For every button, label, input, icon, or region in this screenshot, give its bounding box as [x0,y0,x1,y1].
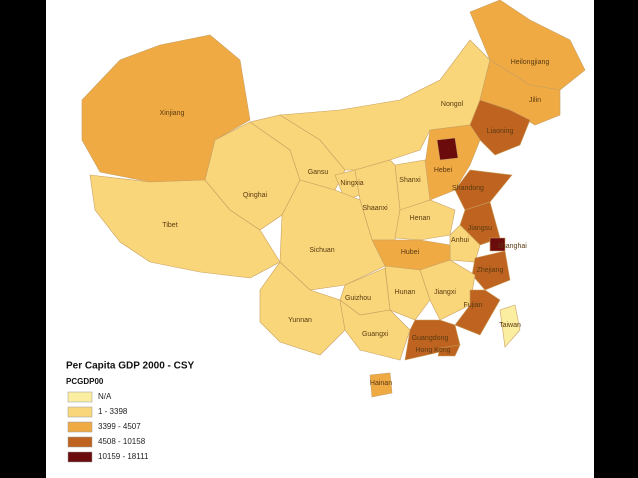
region [454,289,501,336]
region [454,169,513,211]
region-label: Guangxi [362,331,389,338]
region [89,174,281,279]
region-label: Hunan [395,289,416,296]
region-label: Anhui [451,237,469,244]
region-label: Shanxi [399,177,421,184]
region [81,34,251,183]
region-label: Zhejiang [477,267,504,274]
region-label: Shanghai [497,243,527,250]
region [404,319,461,361]
region-label: Hebei [434,167,453,174]
region-label: Hong Kong [415,347,450,354]
legend: N/A 1 - 3398 3399 - 4507 4508 - 10158 10159 … [67,391,149,463]
regions [81,0,586,398]
region-labels: Xinjiang Tibet Qinghai Gansu Nongol Heilongji… [160,59,550,387]
region-label: Fujian [463,302,482,309]
region [499,304,521,348]
legend-label: 1 - 3398 [98,407,128,416]
region [339,299,411,361]
region [437,344,461,357]
legend-label: 10159 - 18111 [98,452,149,461]
region-label: Shandong [452,185,484,192]
region-label: Jilin [529,97,541,104]
region-label: Nongol [441,101,464,108]
region-label: Liaoning [487,128,514,135]
region-label: Henan [410,215,431,222]
region [369,372,393,398]
region [471,250,511,291]
legend-label: 4508 - 10158 [98,437,146,446]
region-label: Gansu [308,169,329,176]
region-label: Guangdong [412,335,449,342]
region-label: Jiangxi [434,289,456,296]
legend-label: 3399 - 4507 [98,422,141,431]
region-label: Ningxia [340,180,363,187]
region-label: Qinghai [243,192,268,199]
region-label: Taiwan [499,322,521,329]
legend-swatch [67,451,93,463]
region-label: Heilongjiang [511,59,550,66]
region-label: Hainan [370,380,392,387]
region-label: Xinjiang [160,110,185,117]
region-label: Sichuan [309,247,334,254]
legend-field: PCGDP00 [66,377,104,386]
region [436,137,459,161]
region-label: Yunnan [288,317,312,324]
region-label: Shaanxi [362,205,388,212]
legend-title: Per Capita GDP 2000 - CSY [66,361,195,372]
region-label: Hubei [401,249,420,256]
region-label: Guizhou [345,295,371,302]
legend-swatch [67,421,93,433]
legend-swatch [67,406,93,418]
region-label: Tibet [162,222,177,229]
legend-label: N/A [98,392,112,401]
region-label: Jiangsu [468,225,492,232]
legend-swatch [67,436,93,448]
legend-swatch [67,391,93,403]
